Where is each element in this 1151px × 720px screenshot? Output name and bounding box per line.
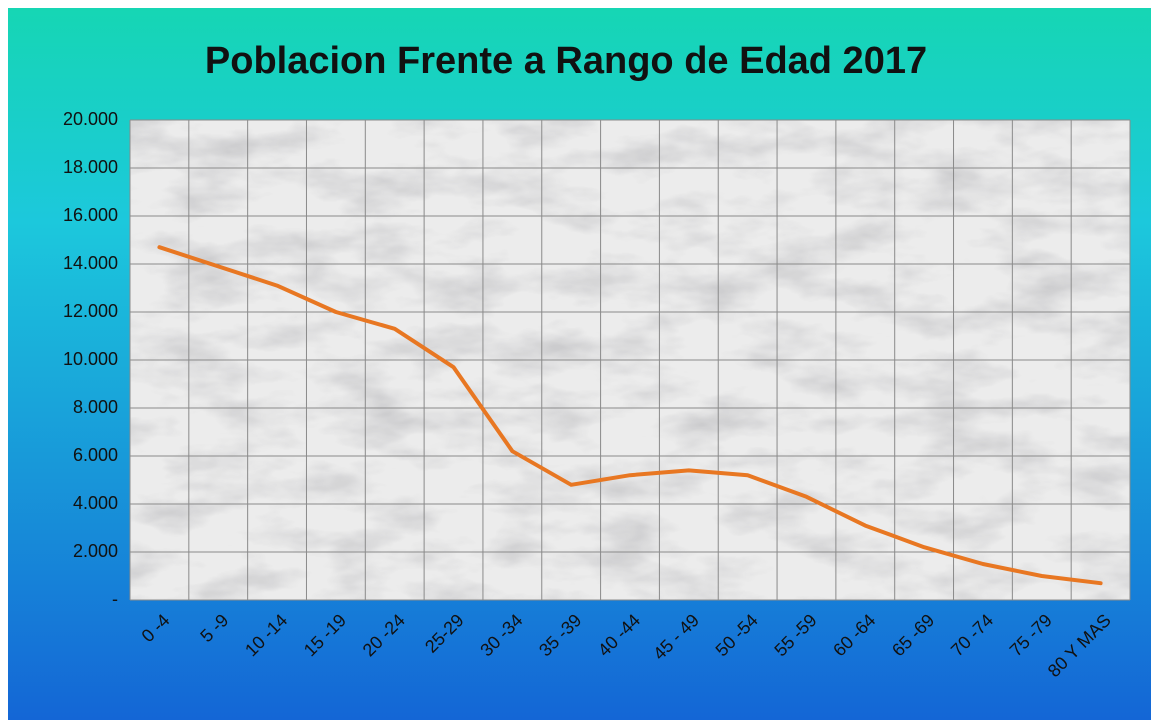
line-series xyxy=(157,245,1103,586)
y-tick-label: 20.000 xyxy=(63,109,118,129)
y-tick-label: 12.000 xyxy=(63,301,118,321)
y-tick-label: 18.000 xyxy=(63,157,118,177)
y-tick-label: 8.000 xyxy=(73,397,118,417)
y-tick-label: 14.000 xyxy=(63,253,118,273)
y-tick-label: 2.000 xyxy=(73,541,118,561)
y-tick-label: 4.000 xyxy=(73,493,118,513)
y-tick-label: - xyxy=(112,589,118,609)
y-tick-label: 10.000 xyxy=(63,349,118,369)
chart-title: Poblacion Frente a Rango de Edad 2017 xyxy=(205,40,927,82)
y-tick-label: 6.000 xyxy=(73,445,118,465)
y-tick-label: 16.000 xyxy=(63,205,118,225)
